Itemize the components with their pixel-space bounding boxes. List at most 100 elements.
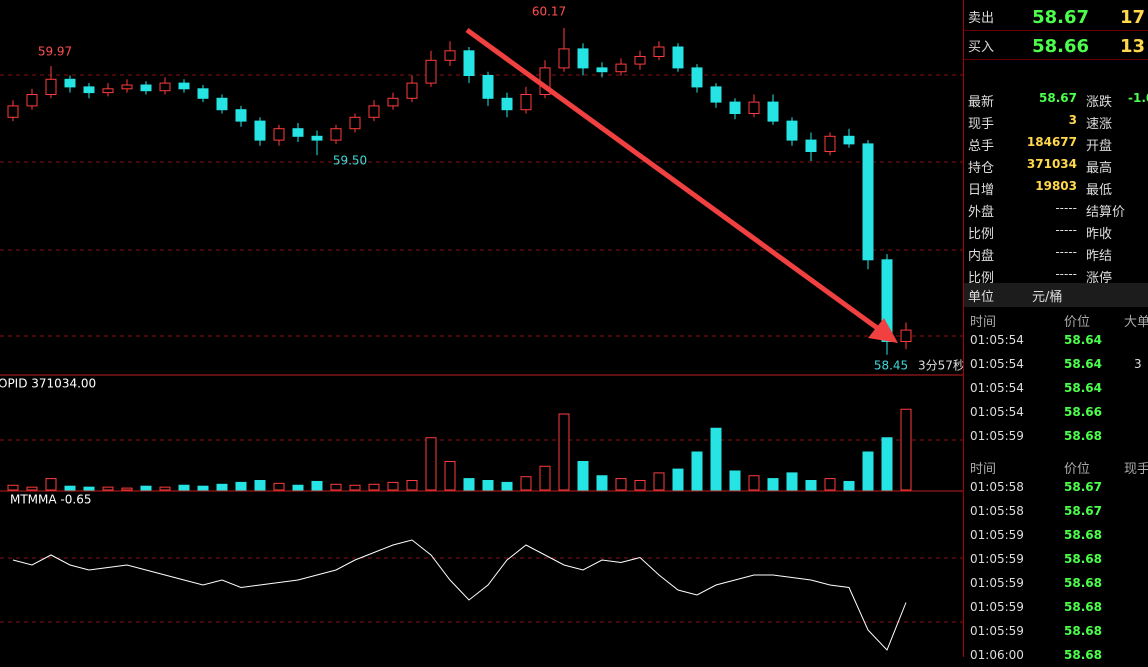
cell: 58.66: [1064, 405, 1102, 419]
cell: 58.64: [1064, 357, 1102, 371]
volume-bar: [425, 437, 437, 491]
cell: 单位: [968, 290, 995, 305]
cell: 01:05:59: [970, 552, 1024, 566]
grid: [0, 74, 963, 623]
cell: 最新: [968, 95, 995, 110]
cell: 涨停: [1086, 271, 1113, 286]
volume-bar: [197, 485, 209, 491]
volume-bar: [691, 451, 703, 491]
candle-body: [121, 84, 133, 90]
annotation: 3分57秒: [918, 359, 963, 373]
candle-body: [558, 48, 570, 69]
row: 单位 元/桶: [964, 283, 1148, 307]
cell: 最高: [1086, 161, 1113, 176]
volume-bar: [444, 461, 456, 491]
mtm-line: [12, 539, 907, 651]
cell: 01:05:59: [970, 624, 1024, 638]
volume-bar: [83, 486, 95, 491]
volume-bar: [862, 451, 874, 491]
cell: 58.67: [1032, 7, 1089, 28]
candle-body: [824, 135, 836, 153]
row: 总手 184677 开盘: [964, 132, 1148, 154]
cell: 比例: [968, 227, 995, 242]
candle-body: [501, 97, 513, 111]
candle-body: [26, 94, 38, 107]
cell: 01:05:59: [970, 600, 1024, 614]
cell: 开盘: [1086, 139, 1113, 154]
cell: 58.68: [1064, 648, 1102, 662]
row: 01:05:59 58.68: [964, 426, 1148, 448]
candle-body: [273, 128, 285, 141]
cell: -----: [1055, 223, 1077, 237]
volume-bar: [7, 484, 19, 491]
annotation: 60.17: [532, 5, 566, 19]
volume-bar: [178, 484, 190, 491]
candle-body: [140, 84, 152, 92]
row: 01:05:54 58.64 3: [964, 354, 1148, 376]
volume-bar: [254, 480, 266, 491]
volume-bar: [216, 483, 228, 491]
candle-body: [197, 88, 209, 99]
volume-bar: [710, 427, 722, 491]
annotation: 58.45: [874, 359, 908, 373]
row: 01:05:54 58.66: [964, 402, 1148, 424]
row: 内盘 ----- 昨结: [964, 242, 1148, 264]
mtm-title: MTMMA -0.65: [10, 493, 91, 507]
volume-bar: [463, 478, 475, 491]
row: 01:05:58 58.67: [964, 501, 1148, 523]
volume-bar: [900, 408, 912, 491]
candle-body: [159, 82, 171, 92]
volume-bar: [805, 480, 817, 491]
cell: 01:05:59: [970, 429, 1024, 443]
volume-bar: [520, 476, 532, 491]
volume-bar: [235, 481, 247, 491]
volume-bar: [140, 485, 152, 491]
volume-bar: [615, 478, 627, 491]
cell: 最低: [1086, 183, 1113, 198]
volume-bar: [292, 484, 304, 491]
volume-bar: [406, 480, 418, 491]
volume-bar: [330, 483, 342, 491]
cell: 时间: [970, 315, 997, 330]
candle-body: [691, 67, 703, 88]
cell: 58.68: [1064, 576, 1102, 590]
cell: 速涨: [1086, 117, 1113, 132]
row: 最新 58.67 涨跌 -1.0: [964, 88, 1148, 110]
volume-bar: [786, 472, 798, 491]
cell: -1.0: [1128, 91, 1148, 105]
cell: 58.68: [1064, 429, 1102, 443]
candle-body: [729, 101, 741, 114]
cell: -----: [1055, 201, 1077, 215]
cell: 19803: [1035, 179, 1077, 193]
candle-body: [634, 56, 646, 65]
cell: 01:05:58: [970, 480, 1024, 494]
cell: 58.68: [1064, 528, 1102, 542]
annotation: 59.97: [38, 45, 72, 59]
candle-body: [7, 105, 19, 118]
volume-bar: [159, 486, 171, 491]
cell: 卖出: [968, 11, 995, 26]
candle-body: [235, 109, 247, 122]
candle-body: [900, 329, 912, 343]
cell: 17: [1119, 7, 1145, 28]
candle-body: [311, 135, 323, 141]
candle-body: [710, 86, 722, 103]
volume-bar: [653, 472, 665, 491]
row: 01:05:59 58.68: [964, 621, 1148, 643]
cell: 买入: [968, 40, 995, 55]
cell: 涨跌: [1086, 95, 1113, 110]
row: 持仓 371034 最高: [964, 154, 1148, 176]
cell: 58.64: [1064, 333, 1102, 347]
row: 时间 价位 大单: [964, 308, 1148, 330]
candle-body: [292, 128, 304, 137]
cell: 01:05:59: [970, 576, 1024, 590]
volume-title: OPID 371034.00: [0, 377, 96, 391]
volume-bar: [634, 480, 646, 491]
volume-bar: [767, 478, 779, 491]
cell: 持仓: [968, 161, 995, 176]
volume-bar: [121, 487, 133, 491]
candle-body: [387, 97, 399, 107]
row: 买入 58.66 13: [964, 33, 1148, 60]
